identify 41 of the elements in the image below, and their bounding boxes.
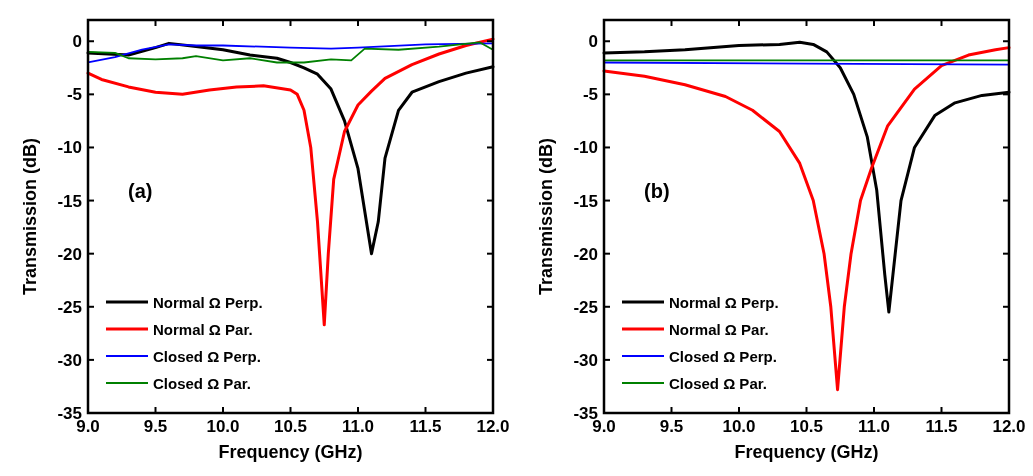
x-tick-label: 12.0 — [476, 417, 510, 436]
y-tick-label: -15 — [573, 191, 598, 211]
y-tick-label: -20 — [57, 244, 82, 264]
y-tick-label: -30 — [573, 350, 598, 370]
x-tick-label: 10.0 — [722, 417, 756, 436]
legend-label: Normal Ω Perp. — [153, 294, 263, 311]
annotation: (b) — [644, 180, 670, 202]
y-tick-label: -30 — [57, 350, 82, 370]
x-tick-label: 10.5 — [789, 417, 824, 436]
x-tick-label: 11.5 — [409, 417, 442, 436]
legend-label: Normal Ω Perp. — [669, 294, 779, 311]
x-tick-label: 11.5 — [925, 417, 958, 436]
y-tick-label: -25 — [57, 297, 82, 317]
legend-label: Closed Ω Perp. — [669, 348, 777, 365]
y-tick-label: -15 — [57, 191, 82, 211]
x-tick-label: 9.5 — [659, 417, 684, 436]
x-tick-label: 10.0 — [206, 417, 240, 436]
y-tick-label: 0 — [588, 32, 598, 52]
x-tick-label: 10.5 — [273, 417, 308, 436]
y-tick-label: -10 — [57, 138, 82, 158]
x-tick-label: 9.5 — [143, 417, 168, 436]
x-tick-label: 12.0 — [992, 417, 1026, 436]
y-axis-title: Transmission (dB) — [20, 137, 40, 296]
legend-label: Normal Ω Par. — [669, 321, 769, 338]
annotation: (a) — [128, 180, 153, 202]
x-axis-title: Frequency (GHz) — [734, 442, 879, 462]
legend-label: Normal Ω Par. — [153, 321, 253, 338]
y-tick-label: -5 — [66, 85, 82, 105]
line-series — [602, 46, 1011, 392]
x-tick-label: 11.0 — [341, 417, 375, 436]
legend-label: Closed Ω Perp. — [153, 348, 261, 365]
y-tick-label: -25 — [573, 297, 598, 317]
y-tick-label: -10 — [573, 138, 598, 158]
legend-label: Closed Ω Par. — [669, 375, 767, 392]
legend-label: Closed Ω Par. — [153, 375, 251, 392]
y-tick-label: 0 — [72, 32, 82, 52]
y-axis-title: Transmission (dB) — [536, 137, 556, 296]
x-tick-label: 11.0 — [857, 417, 891, 436]
x-axis-title: Frequency (GHz) — [218, 442, 363, 462]
y-tick-label: -5 — [582, 85, 598, 105]
y-tick-label: -20 — [573, 244, 598, 264]
